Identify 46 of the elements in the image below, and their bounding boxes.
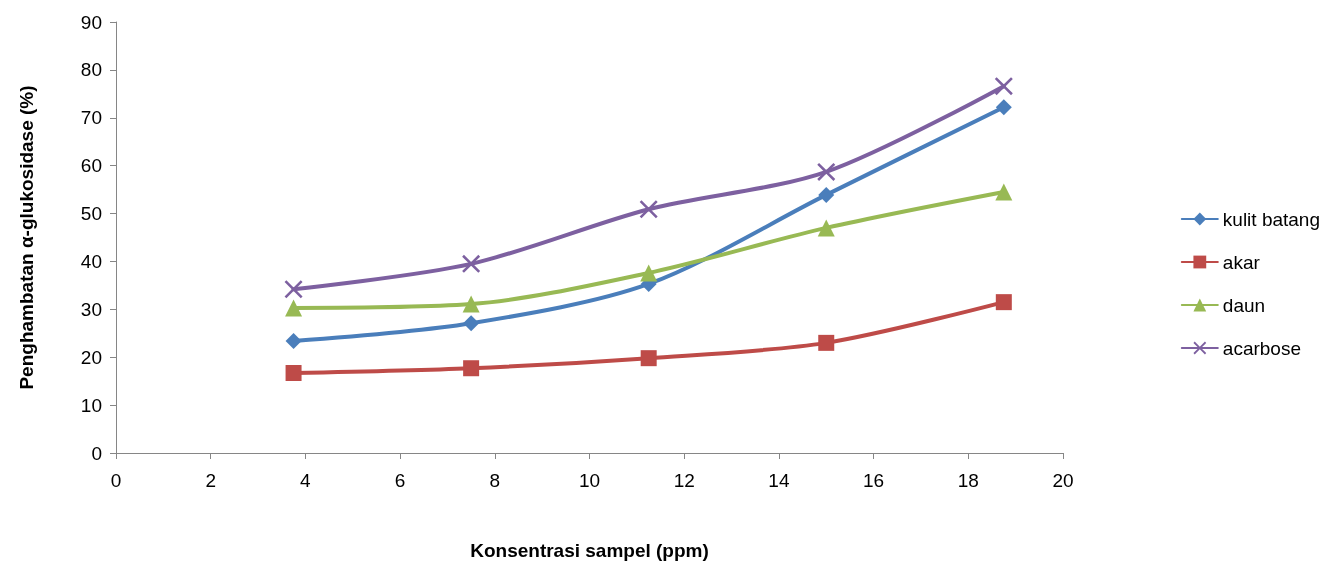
point: [817, 219, 835, 237]
point: [285, 332, 302, 349]
point: [995, 183, 1013, 201]
point: [463, 315, 480, 332]
legend-label: akar: [1222, 251, 1261, 273]
point: [640, 350, 657, 367]
point: [995, 99, 1012, 116]
y-tick-label: 50: [80, 203, 102, 225]
x-tick-label: 16: [863, 470, 885, 491]
y-tick-label: 70: [80, 107, 102, 129]
point: [640, 264, 658, 282]
x-tick-label: 4: [300, 470, 312, 491]
x-tick-label: 12: [673, 470, 695, 491]
legend-label: acarbose: [1222, 337, 1301, 359]
y-tick-label: 0: [91, 442, 102, 464]
x-tick-label: 10: [578, 470, 601, 491]
point: [462, 295, 480, 313]
y-tick-label: 60: [80, 155, 102, 177]
y-tick-label: 80: [80, 59, 102, 81]
x-tick-label: 14: [768, 470, 790, 491]
y-tick-label: 30: [80, 298, 102, 320]
point: [817, 162, 836, 181]
x-axis-title: Konsentrasi sampel (ppm): [470, 540, 709, 561]
y-tick-label: 20: [80, 346, 102, 368]
legend-label: daun: [1222, 294, 1266, 316]
x-tick-label: 8: [489, 470, 501, 491]
x-tick-label: 2: [205, 470, 216, 491]
y-tick-label: 90: [80, 11, 102, 33]
y-tick-label: 10: [80, 394, 102, 416]
point: [818, 334, 835, 351]
legend-label: kulit batang: [1222, 208, 1321, 230]
point: [639, 200, 658, 219]
x-tick-label: 0: [110, 470, 122, 491]
point: [818, 186, 835, 203]
point: [994, 77, 1013, 96]
x-tick-label: 20: [1052, 470, 1074, 491]
x-tick-label: 18: [957, 470, 979, 491]
point: [463, 360, 480, 377]
point: [285, 299, 303, 317]
y-tick-label: 40: [80, 250, 102, 272]
point: [995, 294, 1012, 311]
x-tick-label: 6: [394, 470, 406, 491]
point: [284, 280, 303, 299]
y-axis-title: Penghambatan α-glukosidase (%): [16, 85, 37, 390]
point: [462, 254, 481, 273]
point: [285, 365, 302, 382]
